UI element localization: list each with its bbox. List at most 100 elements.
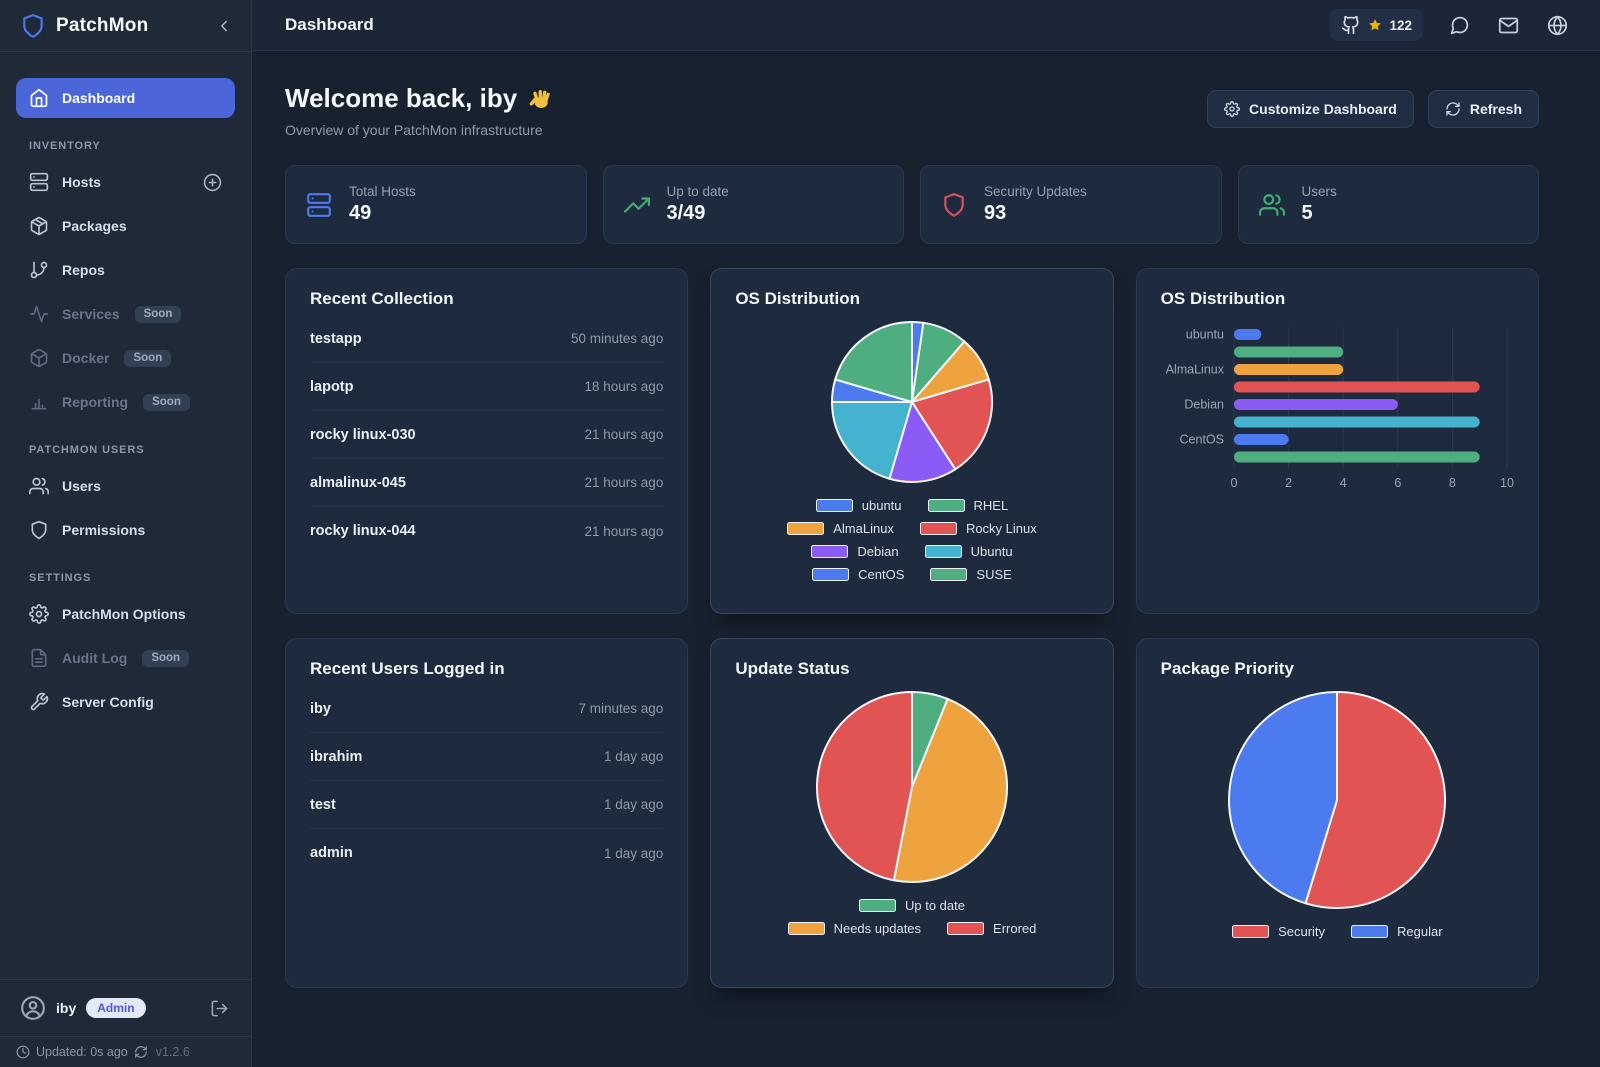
sidebar-item-label: Permissions — [62, 522, 146, 538]
legend-item-almalinux[interactable]: AlmaLinux — [787, 521, 894, 536]
sidebar-header: PatchMon — [0, 0, 251, 51]
item-name: rocky linux-044 — [310, 523, 416, 539]
sidebar: PatchMon Dashboard INVENTORY Hosts Packages… — [0, 0, 252, 1067]
pie-slice-regular[interactable] — [1228, 691, 1339, 905]
bar-debian[interactable] — [1233, 399, 1398, 410]
bar-almalinux[interactable] — [1233, 364, 1343, 375]
pie-chart-canvas — [816, 691, 1009, 883]
stats-row: Total Hosts 49 Up to date 3/49 Security Upda… — [285, 165, 1539, 244]
bar-rhel[interactable] — [1233, 346, 1343, 358]
y-axis-label: AlmaLinux — [1165, 363, 1224, 377]
globe-button[interactable] — [1545, 13, 1570, 38]
legend-item-security[interactable]: Security — [1232, 924, 1325, 939]
legend-swatch — [924, 545, 962, 558]
soon-badge: Soon — [124, 349, 172, 367]
item-time: 1 day ago — [604, 749, 664, 764]
bar-centos[interactable] — [1233, 434, 1289, 445]
pie-slice-needs-updates[interactable] — [892, 697, 1009, 883]
chart-legend: Up to date Needs updates Errored — [787, 898, 1036, 936]
card-title: Recent Users Logged in — [310, 659, 505, 678]
chart-legend: Security Regular — [1232, 924, 1443, 939]
sidebar-item-dashboard[interactable]: Dashboard — [16, 78, 235, 118]
customize-dashboard-label: Customize Dashboard — [1249, 101, 1397, 117]
item-name: ibrahim — [310, 748, 363, 765]
sidebar-item-hosts[interactable]: Hosts — [16, 162, 235, 202]
legend-item-up-to-date[interactable]: Up to date — [858, 898, 965, 913]
cards-grid: Recent Collection testapp 50 minutes ago l… — [285, 268, 1539, 988]
legend-item-debian[interactable]: Debian — [811, 544, 899, 559]
legend-row: ubuntu RHEL — [815, 498, 1008, 513]
list-item-iby[interactable]: iby 7 minutes ago — [310, 685, 664, 733]
legend-item-needs-updates[interactable]: Needs updates — [787, 921, 921, 936]
chat-button[interactable] — [1447, 13, 1472, 38]
list-item-lapotp[interactable]: lapotp 18 hours ago — [310, 363, 664, 411]
sidebar-item-audit-log[interactable]: Audit Log Soon — [16, 638, 235, 678]
sidebar-item-reporting[interactable]: Reporting Soon — [16, 382, 235, 422]
item-time: 21 hours ago — [584, 475, 664, 490]
package-priority-pie-chart: Security Regular — [1161, 689, 1514, 939]
customize-dashboard-button[interactable]: Customize Dashboard — [1207, 90, 1414, 128]
pie-slice-rocky-linux[interactable] — [910, 378, 993, 471]
item-name: almalinux-045 — [310, 474, 406, 491]
list-item-rocky-linux-030[interactable]: rocky linux-030 21 hours ago — [310, 411, 664, 459]
legend-item-regular[interactable]: Regular — [1351, 924, 1443, 939]
clock-icon — [16, 1045, 30, 1059]
list-item-admin[interactable]: admin 1 day ago — [310, 829, 663, 877]
wrench-icon — [29, 692, 49, 712]
pie-slice-errored[interactable] — [816, 691, 913, 882]
item-time: 50 minutes ago — [571, 331, 664, 346]
legend-item-suse[interactable]: SUSE — [930, 567, 1012, 582]
legend-item-errored[interactable]: Errored — [947, 921, 1036, 936]
refresh-icon[interactable] — [134, 1045, 148, 1059]
logout-button[interactable] — [208, 997, 231, 1020]
recent-collection-list: testapp 50 minutes ago lapotp 18 hours ago r… — [310, 315, 664, 555]
github-stars-button[interactable]: 122 — [1330, 9, 1423, 41]
top-bar: Dashboard 122 — [252, 0, 1600, 51]
sidebar-item-users[interactable]: Users — [16, 466, 235, 506]
bar-ubuntu[interactable] — [1233, 416, 1480, 428]
sidebar-item-patchmon-options[interactable]: PatchMon Options — [16, 594, 235, 634]
os-distribution-bar-chart: ubuntu AlmaLinux Debian CentOS 0 2 4 6 8 10 — [1161, 327, 1514, 500]
pie-slice-debian[interactable] — [888, 401, 957, 483]
sidebar-item-packages[interactable]: Packages — [16, 206, 235, 246]
list-item-ibrahim[interactable]: ibrahim 1 day ago — [310, 733, 664, 781]
sidebar-item-permissions[interactable]: Permissions — [16, 510, 235, 550]
nav-section-label: SETTINGS — [29, 572, 92, 584]
server-icon — [306, 192, 332, 218]
stat-text: Total Hosts 49 — [349, 184, 416, 225]
sidebar-item-server-config[interactable]: Server Config — [16, 682, 235, 722]
user-avatar-icon — [20, 995, 46, 1021]
list-item-almalinux-045[interactable]: almalinux-045 21 hours ago — [310, 459, 664, 507]
legend-item-centos[interactable]: CentOS — [812, 567, 904, 582]
list-item-test[interactable]: test 1 day ago — [310, 781, 664, 829]
list-item-rocky-linux-044[interactable]: rocky linux-044 21 hours ago — [310, 507, 663, 555]
stat-value: 3/49 — [666, 202, 706, 224]
bar-suse[interactable] — [1233, 451, 1480, 463]
sidebar-item-repos[interactable]: Repos — [16, 250, 235, 290]
pie-slice-suse[interactable] — [834, 321, 913, 403]
item-time: 1 day ago — [604, 797, 664, 812]
list-item-testapp[interactable]: testapp 50 minutes ago — [310, 315, 664, 363]
bar-ubuntu[interactable] — [1233, 329, 1261, 340]
sidebar-item-services[interactable]: Services Soon — [16, 294, 235, 334]
refresh-icon — [1445, 101, 1461, 117]
legend-label: Rocky Linux — [965, 521, 1037, 536]
legend-item-ubuntu[interactable]: Ubuntu — [924, 544, 1013, 559]
sidebar-collapse-button[interactable] — [211, 13, 237, 39]
sidebar-item-docker[interactable]: Docker Soon — [16, 338, 235, 378]
legend-item-ubuntu[interactable]: ubuntu — [815, 498, 902, 513]
mail-button[interactable] — [1496, 13, 1521, 38]
pie-slice-security[interactable] — [1304, 691, 1447, 909]
legend-item-rhel[interactable]: RHEL — [927, 498, 1008, 513]
legend-item-rocky-linux[interactable]: Rocky Linux — [919, 521, 1037, 536]
legend-label: CentOS — [858, 567, 905, 582]
server-icon — [29, 172, 49, 192]
sidebar-item-label: Dashboard — [62, 90, 136, 106]
card-title: Update Status — [735, 659, 850, 678]
card-title: OS Distribution — [1160, 289, 1286, 308]
refresh-button[interactable]: Refresh — [1427, 90, 1539, 128]
package-priority-card: Package Priority Security Regular — [1135, 638, 1539, 988]
bar-rocky-linux[interactable] — [1233, 381, 1480, 393]
add-host-button[interactable] — [203, 173, 222, 192]
pie-slice-ubuntu[interactable] — [830, 401, 913, 480]
